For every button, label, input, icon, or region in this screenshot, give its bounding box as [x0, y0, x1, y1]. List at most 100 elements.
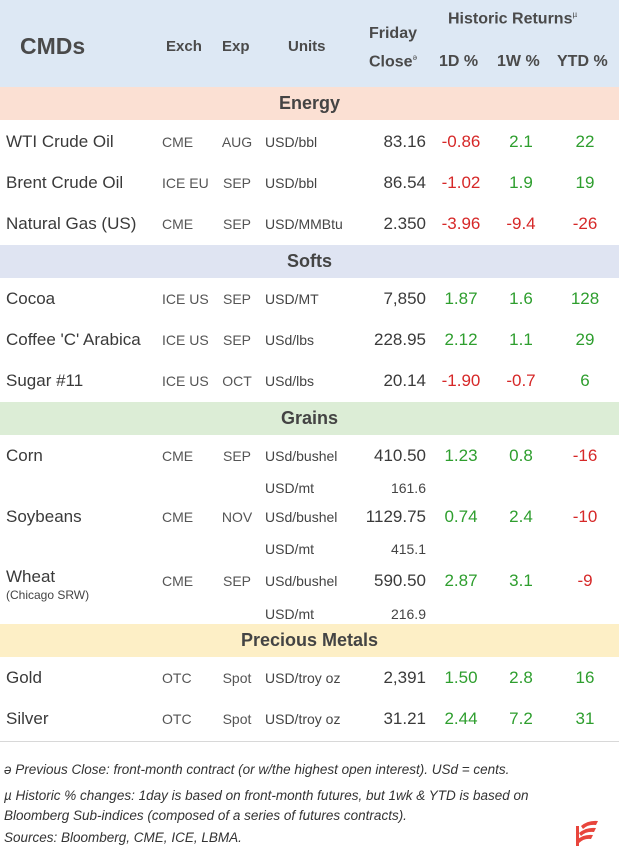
expiry: SEP [222, 573, 251, 589]
table-row-silver: Silver OTC Spot USD/troy oz 31.21 2.44 7… [0, 699, 619, 739]
commodity-name: Brent Crude Oil [6, 173, 124, 192]
friday-close: 410.50 [374, 446, 426, 465]
expiry: OCT [222, 373, 252, 389]
col-ytd: YTD % [557, 53, 608, 70]
exchange: CME [162, 134, 194, 150]
friday-close: 7,850 [383, 289, 426, 308]
return-1d: 0.74 [444, 507, 478, 526]
units: USD/MMBtu [265, 216, 343, 232]
expiry: Spot [222, 711, 252, 727]
table-row-cocoa: Cocoa ICE US SEP USD/MT 7,850 1.87 1.6 1… [0, 279, 619, 319]
expiry: SEP [222, 216, 251, 232]
exchange: ICE EU [162, 175, 209, 191]
brand-stripes-icon [576, 820, 598, 846]
return-ytd: 31 [575, 709, 595, 728]
friday-close: 1129.75 [365, 507, 426, 526]
return-1d: 1.50 [444, 668, 478, 687]
return-1d: -1.02 [441, 173, 481, 192]
return-1w: 7.2 [509, 709, 533, 728]
return-1d: 2.12 [444, 330, 478, 349]
expiry: SEP [222, 448, 251, 464]
table-subrow-corn: USD/mt 161.6 [0, 476, 619, 500]
commodity-name: Wheat (Chicago SRW) [6, 567, 89, 603]
return-ytd: -26 [572, 214, 598, 233]
exchange: CME [162, 448, 194, 464]
expiry: Spot [222, 670, 252, 686]
expiry: SEP [222, 291, 251, 307]
table-row-soybeans: Soybeans CME NOV USd/bushel 1129.75 0.74… [0, 497, 619, 537]
table-row-sugar: Sugar #11 ICE US OCT USd/lbs 20.14 -1.90… [0, 361, 619, 401]
col-exch: Exch [166, 38, 202, 55]
exchange: CME [162, 216, 194, 232]
table-header: CMDs Exch Exp Units Friday Closeə Histor… [0, 0, 619, 87]
table-title: CMDs [20, 33, 86, 59]
friday-close: 590.50 [374, 571, 426, 590]
footnote-close: ə Previous Close: front-month contract (… [4, 762, 510, 777]
units: USD/bbl [265, 134, 318, 150]
return-ytd: 19 [575, 173, 595, 192]
return-1d: -1.90 [441, 371, 481, 390]
friday-close: 228.95 [374, 330, 426, 349]
exchange: OTC [162, 670, 192, 686]
table-row-brent: Brent Crude Oil ICE EU SEP USD/bbl 86.54… [0, 163, 619, 203]
return-ytd: -10 [572, 507, 598, 526]
footnote-sources: Sources: Bloomberg, CME, ICE, LBMA. [4, 830, 242, 845]
return-1w: -0.7 [506, 371, 536, 390]
return-1w: 3.1 [509, 571, 533, 590]
return-ytd: 29 [575, 330, 595, 349]
alt-units: USD/mt [265, 480, 314, 496]
return-1w: 2.1 [509, 132, 533, 151]
commodity-name: Corn [6, 446, 43, 465]
table-subrow-wheat: USD/mt 216.9 [0, 602, 619, 626]
col-friday-line1: Friday [368, 25, 417, 42]
return-1w: 1.6 [509, 289, 533, 308]
units: USd/lbs [265, 373, 315, 389]
footer-divider [0, 741, 619, 742]
return-1d: 2.44 [444, 709, 478, 728]
col-exp: Exp [222, 38, 250, 55]
friday-close: 83.16 [383, 132, 426, 151]
expiry: SEP [222, 332, 251, 348]
commodity-name: Natural Gas (US) [6, 214, 137, 233]
section-energy: Energy [0, 87, 619, 120]
return-ytd: -16 [572, 446, 598, 465]
section-precious-metals: Precious Metals [0, 624, 619, 657]
table-row-wti: WTI Crude Oil CME AUG USD/bbl 83.16 -0.8… [0, 122, 619, 162]
col-1w: 1W % [497, 53, 540, 70]
col-1d: 1D % [439, 53, 479, 70]
units: USD/MT [265, 291, 319, 307]
units: USD/troy oz [265, 670, 341, 686]
expiry: NOV [221, 509, 253, 525]
exchange: CME [162, 573, 194, 589]
units: USD/bbl [265, 175, 318, 191]
col-units: Units [288, 38, 326, 55]
units: USd/bushel [265, 573, 338, 589]
exchange: ICE US [162, 332, 209, 348]
friday-close: 2,391 [383, 668, 426, 687]
footnote-historic-1: µ Historic % changes: 1day is based on f… [4, 788, 529, 803]
alt-units: USD/mt [265, 606, 314, 622]
return-1w: 0.8 [509, 446, 533, 465]
col-friday-line2: Close [368, 53, 413, 71]
close-footnote-mark: ə [412, 53, 418, 62]
table-row-natgas: Natural Gas (US) CME SEP USD/MMBtu 2.350… [0, 204, 619, 244]
friday-close: 20.14 [383, 371, 426, 390]
return-ytd: 22 [575, 132, 595, 151]
table-row-coffee: Coffee 'C' Arabica ICE US SEP USd/lbs 22… [0, 320, 619, 360]
section-softs: Softs [0, 245, 619, 278]
commodity-name-main: Wheat [6, 567, 56, 586]
exchange: OTC [162, 711, 192, 727]
return-ytd: 16 [575, 668, 595, 687]
historic-footnote-mark: µ [572, 10, 578, 19]
return-ytd: 6 [580, 371, 590, 390]
commodity-name: Gold [6, 668, 42, 687]
units: USd/bushel [265, 448, 338, 464]
return-1w: -9.4 [506, 214, 536, 233]
col-friday-close: Friday Closeə [362, 22, 424, 74]
col-historic-returns: Historic Returnsµ [448, 10, 577, 28]
return-1w: 2.4 [509, 507, 533, 526]
exchange: ICE US [162, 291, 209, 307]
units: USd/bushel [265, 509, 338, 525]
commodity-name: Cocoa [6, 289, 56, 308]
friday-close: 2.350 [383, 214, 426, 233]
